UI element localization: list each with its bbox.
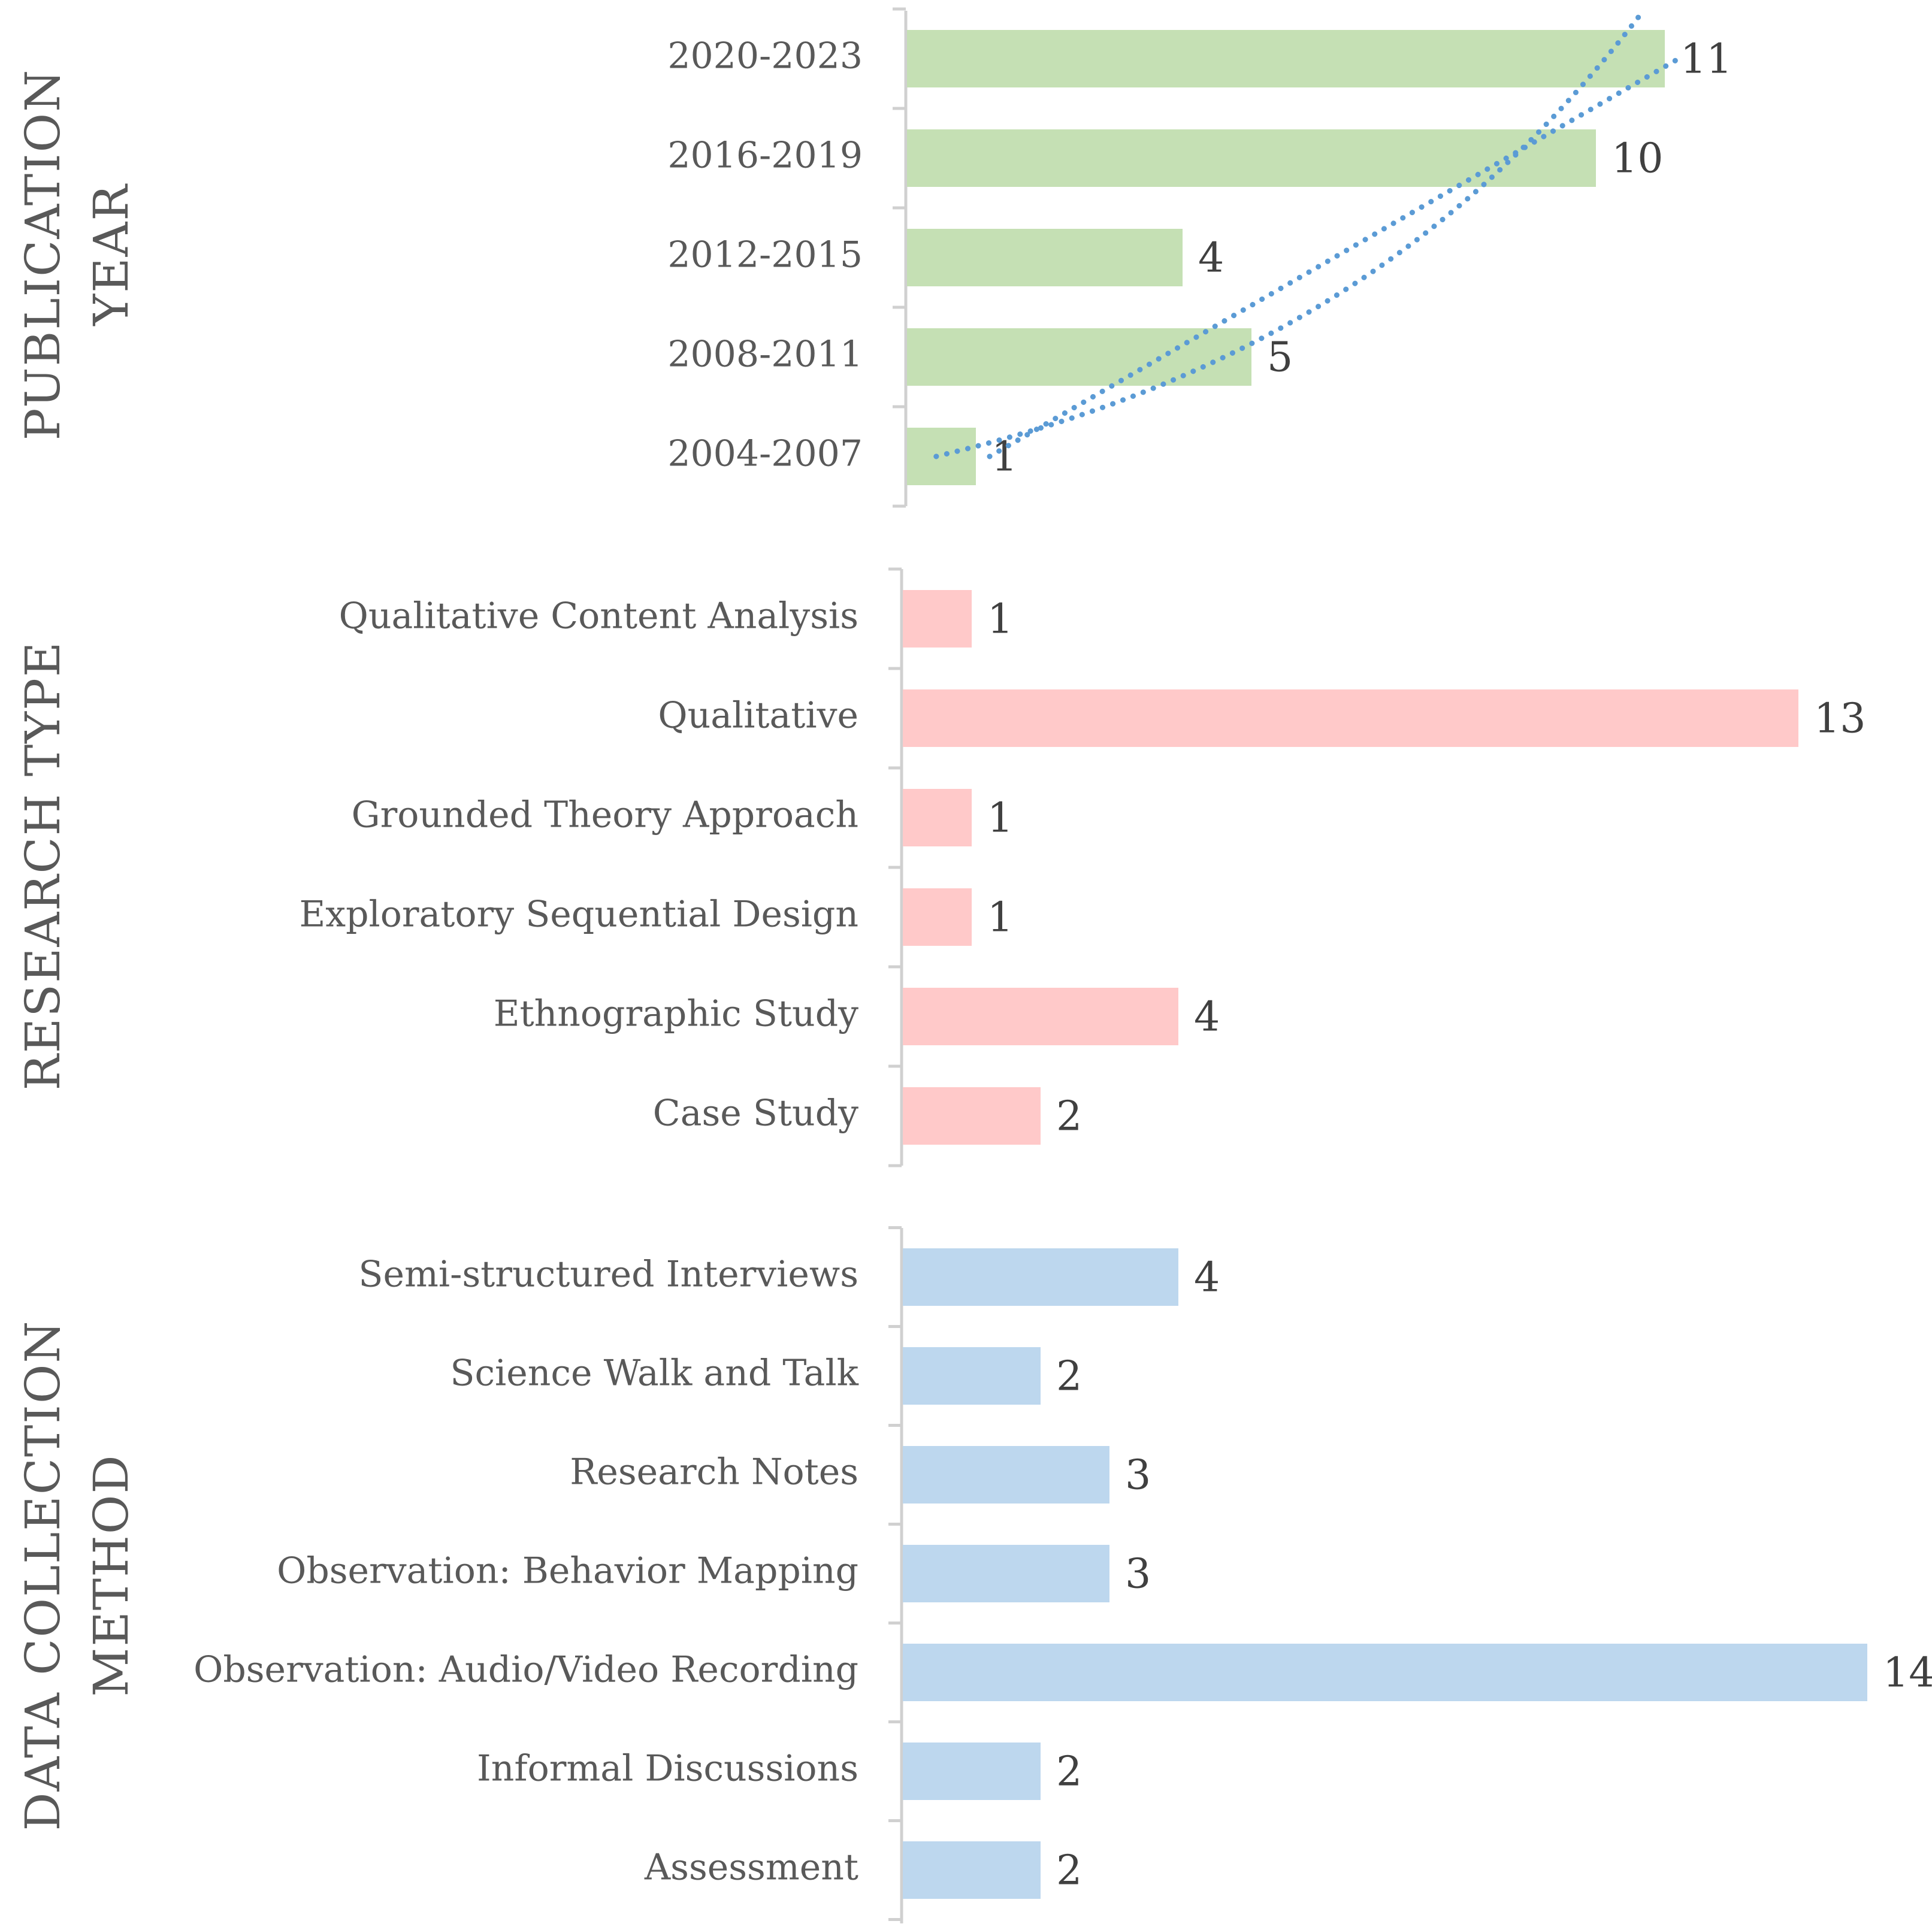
research-type-category-label: Grounded Theory Approach (352, 794, 858, 836)
publication-year-value-label: 10 (1611, 135, 1664, 183)
data-collection-method-category-label: Assessment (644, 1847, 858, 1889)
research-type-value-label: 2 (1056, 1093, 1082, 1141)
data-collection-method-category-label: Informal Discussions (477, 1748, 858, 1790)
data-collection-method-category-label: Observation: Audio/Video Recording (193, 1649, 858, 1691)
data-collection-method-bar-science-walk-and-talk (903, 1347, 1041, 1405)
research-type-bar-qualitative (903, 689, 1798, 747)
publication-year-category-label: 2004-2007 (667, 433, 863, 475)
research-type-category-label: Ethnographic Study (494, 993, 858, 1035)
data-collection-method-value-label: 2 (1056, 1748, 1082, 1796)
publication-year-category-label: 2012-2015 (667, 234, 863, 276)
publication-year-bar-2012-2015 (907, 229, 1183, 286)
publication-year-title-line-2: YEAR (83, 183, 139, 326)
research-type-category-label: Qualitative (658, 695, 858, 737)
research-type-title-line-1: RESEARCH TYPE (15, 641, 71, 1091)
publication-year-panel: PUBLICATION YEAR 2020-2023 11 2016-2019 10 201… (15, 6, 1733, 508)
research-type-bar-exploratory-sequential-design (903, 888, 972, 946)
research-type-category-label: Qualitative Content Analysis (339, 595, 858, 637)
publication-year-trendline-logarithmic (933, 6, 1647, 459)
data-collection-method-category-label: Science Walk and Talk (450, 1353, 858, 1394)
data-collection-method-bar-observation-audio-video-recording (903, 1644, 1867, 1701)
data-collection-method-value-label: 14 (1883, 1650, 1932, 1697)
data-collection-method-bar-research-notes (903, 1446, 1109, 1504)
research-type-value-label: 1 (987, 894, 1013, 942)
publication-year-value-label: 1 (991, 434, 1017, 481)
research-type-value-label: 1 (987, 596, 1013, 643)
research-type-value-label: 1 (987, 795, 1013, 842)
data-collection-method-panel: DATA COLLECTION METHOD Semi-structured Int… (15, 1226, 1932, 1923)
data-collection-method-title-line-2: METHOD (83, 1454, 139, 1696)
publication-year-category-label: 2020-2023 (667, 35, 863, 77)
data-collection-method-value-label: 3 (1125, 1452, 1151, 1499)
research-type-bar-case-study (903, 1087, 1041, 1145)
research-type-category-label: Exploratory Sequential Design (300, 894, 859, 936)
data-collection-method-bar-observation-behavior-mapping (903, 1545, 1109, 1602)
research-type-bar-qualitative-content-analysis (903, 590, 972, 648)
publication-year-value-label: 5 (1267, 334, 1293, 382)
data-collection-method-value-label: 2 (1056, 1353, 1082, 1400)
research-type-value-label: 13 (1814, 695, 1866, 743)
research-type-panel: RESEARCH TYPE Qualitative Content Analysi… (15, 567, 1866, 1167)
research-type-bar-grounded-theory-approach (903, 789, 972, 846)
data-collection-method-title-line-1: DATA COLLECTION (15, 1320, 71, 1831)
publication-year-bar-2004-2007 (907, 428, 976, 485)
data-collection-method-category-label: Research Notes (570, 1451, 858, 1493)
publication-year-value-label: 4 (1198, 235, 1224, 282)
data-collection-method-category-label: Observation: Behavior Mapping (277, 1550, 858, 1592)
publication-year-title-line-1: PUBLICATION (15, 69, 71, 441)
data-collection-method-value-label: 2 (1056, 1847, 1082, 1895)
data-collection-method-bar-semi-structured-interviews (903, 1248, 1178, 1306)
publication-year-bar-2008-2011 (907, 328, 1251, 386)
publication-year-category-label: 2008-2011 (667, 334, 863, 376)
data-collection-method-bar-informal-discussions (903, 1743, 1041, 1800)
research-type-bar-ethnographic-study (903, 988, 1178, 1045)
data-collection-method-value-label: 4 (1194, 1254, 1220, 1302)
research-type-value-label: 4 (1194, 994, 1220, 1041)
publication-year-value-label: 11 (1680, 36, 1733, 83)
publication-year-bar-2016-2019 (907, 129, 1596, 187)
data-collection-method-category-label: Semi-structured Interviews (358, 1254, 858, 1296)
data-collection-method-bar-assessment (903, 1841, 1041, 1899)
publication-year-bar-2020-2023 (907, 30, 1665, 87)
publication-year-trendline-linear (987, 56, 1682, 459)
publication-year-category-label: 2016-2019 (667, 135, 863, 177)
research-type-category-label: Case Study (653, 1093, 858, 1135)
data-collection-method-value-label: 3 (1125, 1551, 1151, 1598)
